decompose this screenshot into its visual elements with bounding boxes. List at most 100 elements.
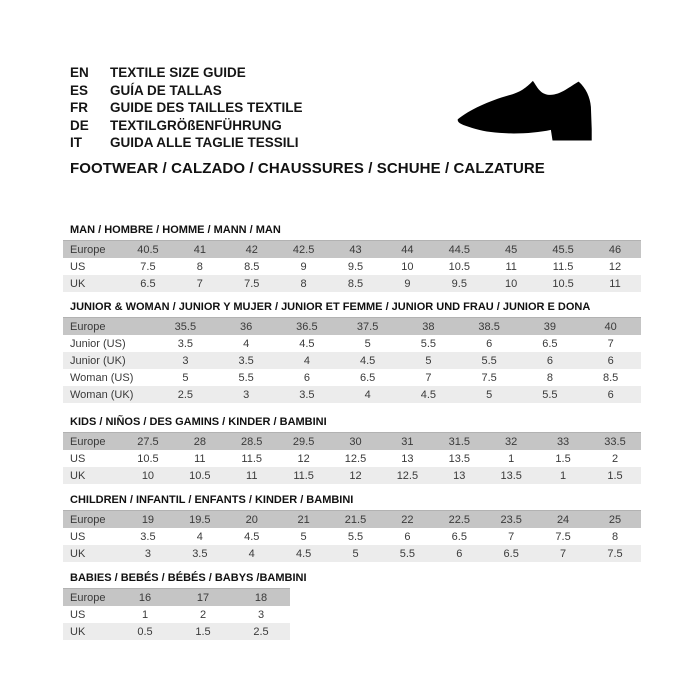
row-label: Europe	[63, 432, 122, 450]
size-cell: 13.5	[448, 452, 470, 465]
table-row: UK 10 10.5 11 11.5 12 12.5 13 13.5 1 1.5	[63, 467, 641, 484]
size-cell: 10.5	[137, 452, 159, 465]
size-cell: 3.5	[215, 352, 277, 369]
size-cell: 21.5	[329, 510, 382, 528]
row-label: UK	[63, 467, 122, 484]
size-cell: 25	[589, 510, 641, 528]
size-cell: 6	[404, 530, 411, 543]
category-line: FOOTWEAR / CALZADO / CHAUSSURES / SCHUHE…	[70, 160, 545, 177]
section-title: KIDS / NIÑOS / DES GAMINS / KINDER / BAM…	[70, 416, 327, 428]
size-cell: 24	[537, 510, 590, 528]
size-cell: 6	[303, 371, 310, 384]
size-table-header-row: Europe 35.5 36 36.5 37.5 38 38.5 39 40	[63, 317, 641, 335]
table-row: UK 3 3.5 4 4.5 5 5.5 6 6.5 7 7.5	[63, 545, 641, 562]
section-kids: KIDS / NIÑOS / DES GAMINS / KINDER / BAM…	[63, 416, 641, 484]
size-cell: 12.5	[381, 467, 434, 484]
size-cell: 10	[485, 275, 538, 292]
section-title: CHILDREN / INFANTIL / ENFANTS / KINDER /…	[70, 494, 354, 506]
size-table-holder: Europe 35.5 36 36.5 37.5 38 38.5 39 40 Junior (US…	[63, 317, 641, 403]
size-table-holder: Europe 40.5 41 42 42.5 43 44 44.5 45 45.5 46 US 7.5 8…	[63, 240, 641, 292]
size-cell: 9	[300, 260, 307, 273]
table-row: US 1 2 3	[63, 606, 290, 623]
size-cell: 6	[580, 352, 641, 369]
size-cell: 1.5	[589, 467, 641, 484]
size-cell: 1	[141, 608, 149, 621]
size-table-header-row: Europe 16 17 18	[63, 588, 290, 606]
size-cell: 10.5	[173, 467, 226, 484]
size-cell: 12	[608, 260, 622, 273]
table-row: UK 0.5 1.5 2.5	[63, 623, 290, 640]
size-cell: 18	[232, 588, 290, 606]
size-cell: 1	[537, 467, 590, 484]
size-cell: 6	[519, 352, 581, 369]
language-row-de: DE TEXTILGRÖßENFÜHRUNG	[70, 117, 303, 135]
dress-shoe-icon	[446, 58, 628, 156]
size-cell: 17	[174, 588, 232, 606]
table-row: US 3.5 4 4.5 5 5.5 6 6.5 7 7.5 8	[63, 528, 641, 545]
size-cell: 4.5	[299, 337, 315, 350]
guide-title-en: TEXTILE SIZE GUIDE	[110, 65, 246, 80]
size-cell: 10	[401, 260, 414, 273]
size-cell: 11.5	[277, 467, 330, 484]
size-cell: 5	[300, 530, 307, 543]
table-row: US 7.5 8 8.5 9 9.5 10 10.5 11 11.5 12	[63, 258, 641, 275]
size-cell: 11.5	[552, 260, 574, 273]
size-cell: 12.5	[344, 452, 367, 465]
size-cell: 19	[122, 510, 174, 528]
size-table-holder: Europe 16 17 18 US 1 2 3 UK 0.5 1.5 2.5	[63, 588, 641, 640]
size-cell: 3.5	[177, 337, 194, 350]
row-label: US	[70, 608, 86, 621]
size-cell: 5.5	[458, 352, 520, 369]
size-cell: 1	[508, 452, 515, 465]
size-cell: 8.5	[602, 371, 619, 384]
size-cell: 1.5	[174, 623, 232, 640]
size-cell: 43	[329, 240, 382, 258]
language-row-en: EN TEXTILE SIZE GUIDE	[70, 64, 303, 82]
size-cell: 3.5	[140, 530, 156, 543]
table-row: Woman (UK) 2.5 3 3.5 4 4.5 5 5.5 6	[63, 386, 641, 403]
size-cell: 28	[173, 432, 226, 450]
size-cell: 38.5	[458, 317, 520, 335]
row-label: US	[70, 452, 86, 465]
size-cell: 35.5	[155, 317, 216, 335]
size-cell: 2	[611, 452, 619, 465]
size-cell: 6.5	[485, 545, 538, 562]
guide-title-fr: GUIDE DES TAILLES TEXTILE	[110, 100, 303, 115]
row-label: UK	[63, 623, 116, 640]
row-label: US	[70, 260, 86, 273]
size-cell: 7.5	[555, 530, 571, 543]
size-cell: 7	[425, 371, 432, 384]
size-cell: 36	[215, 317, 277, 335]
row-label: Europe	[63, 317, 155, 335]
size-cell: 5.5	[420, 337, 437, 350]
size-cell: 4	[225, 545, 278, 562]
size-cell: 5.5	[347, 530, 364, 543]
size-cell: 42	[225, 240, 278, 258]
size-cell: 23.5	[485, 510, 538, 528]
size-cell: 5	[364, 337, 371, 350]
size-table-holder: Europe 19 19.5 20 21 21.5 22 22.5 23.5 24 25 US 3.5 4…	[63, 510, 641, 562]
row-label: Junior (UK)	[63, 352, 155, 369]
size-cell: 11.5	[241, 452, 263, 465]
size-cell: 4.5	[398, 386, 459, 403]
size-cell: 7	[173, 275, 226, 292]
row-label: UK	[63, 545, 122, 562]
size-cell: 13.5	[485, 467, 538, 484]
section-title: JUNIOR & WOMAN / JUNIOR Y MUJER / JUNIOR…	[70, 301, 591, 313]
size-table: Europe 19 19.5 20 21 21.5 22 22.5 23.5 24 25 US 3.5 4…	[63, 510, 641, 562]
size-cell: 0.5	[116, 623, 174, 640]
size-cell: 6.5	[451, 530, 467, 543]
size-cell: 7	[508, 530, 515, 543]
size-cell: 10.5	[537, 275, 590, 292]
size-cell: 8	[611, 530, 619, 543]
size-cell: 11	[225, 467, 278, 484]
language-code: DE	[70, 117, 89, 133]
size-cell: 33.5	[589, 432, 641, 450]
size-cell: 19.5	[173, 510, 226, 528]
size-cell: 5.5	[381, 545, 434, 562]
size-cell: 4	[243, 337, 250, 350]
table-row: Junior (UK) 3 3.5 4 4.5 5 5.5 6 6	[63, 352, 641, 369]
section-title: BABIES / BEBÉS / BÉBÉS / BABYS /BAMBINI	[70, 572, 307, 584]
size-cell: 40	[580, 317, 641, 335]
size-cell: 1.5	[555, 452, 571, 465]
